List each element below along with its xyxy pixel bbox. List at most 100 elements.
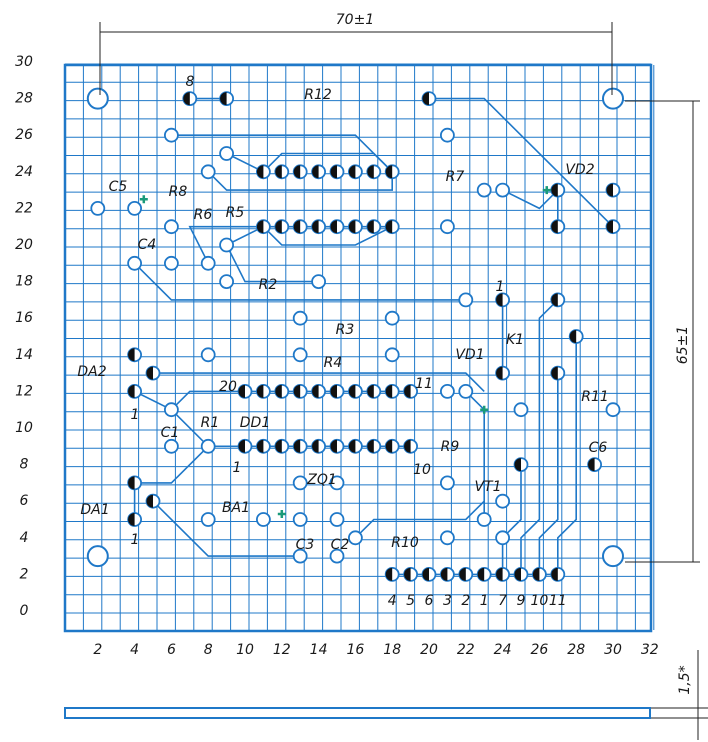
y-axis-label: 0 xyxy=(20,603,29,619)
component-label: 8 xyxy=(186,74,195,90)
pin-label: 10 xyxy=(530,593,548,609)
pin-label: 1 xyxy=(480,593,489,609)
hole xyxy=(441,531,454,544)
component-label: 1 xyxy=(131,407,140,423)
x-axis-label: 4 xyxy=(130,642,139,658)
component-label: VD2 xyxy=(565,162,594,178)
y-axis-label: 24 xyxy=(15,164,33,180)
hole xyxy=(459,385,472,398)
component-label: K1 xyxy=(506,332,524,348)
hole xyxy=(294,513,307,526)
component-label: R6 xyxy=(194,207,213,223)
hole xyxy=(312,275,325,288)
y-axis-label: 4 xyxy=(20,530,29,546)
component-label: R3 xyxy=(336,322,355,338)
component-label: R8 xyxy=(169,184,188,200)
component-label: R12 xyxy=(304,87,332,103)
x-axis-label: 26 xyxy=(530,642,548,658)
component-label: R10 xyxy=(391,535,419,551)
hole xyxy=(294,348,307,361)
component-label: C6 xyxy=(589,440,608,456)
x-axis-label: 28 xyxy=(567,642,585,658)
hole xyxy=(202,257,215,270)
trace xyxy=(355,501,484,538)
hole xyxy=(220,275,233,288)
x-axis-label: 6 xyxy=(167,642,176,658)
component-label: R1 xyxy=(201,415,220,431)
y-axis-label: 28 xyxy=(15,91,33,107)
hole xyxy=(496,531,509,544)
hole xyxy=(459,293,472,306)
component-label: R5 xyxy=(226,205,245,221)
hole xyxy=(386,348,399,361)
hole xyxy=(331,513,344,526)
y-axis-label: 20 xyxy=(15,237,33,253)
hole xyxy=(478,184,491,197)
mounting-hole xyxy=(603,89,623,109)
component-label: C1 xyxy=(161,425,180,441)
x-axis-label: 8 xyxy=(204,642,213,658)
hole xyxy=(220,239,233,252)
y-axis-label: 10 xyxy=(15,420,33,436)
component-label: 1 xyxy=(131,532,140,548)
component-label: R2 xyxy=(259,277,278,293)
x-axis-label: 14 xyxy=(310,642,328,658)
component-label: 20 xyxy=(219,379,237,395)
pin-label: 3 xyxy=(443,593,452,609)
holes xyxy=(88,89,623,581)
pcb-drawing: 70±1 65±1 1,5* 0246810121416182022242628… xyxy=(0,0,708,742)
hole xyxy=(294,312,307,325)
x-axis-label: 20 xyxy=(420,642,438,658)
hole xyxy=(607,403,620,416)
hole xyxy=(165,403,178,416)
component-label: 1 xyxy=(233,460,242,476)
hole xyxy=(165,220,178,233)
y-axis-label: 12 xyxy=(15,383,33,399)
component-label: DD1 xyxy=(240,415,270,431)
hole xyxy=(386,312,399,325)
hole xyxy=(220,147,233,160)
component-label: 1 xyxy=(496,279,505,295)
hole xyxy=(515,403,528,416)
hole xyxy=(165,129,178,142)
hole xyxy=(257,513,270,526)
hole xyxy=(202,513,215,526)
pin-label: 6 xyxy=(425,593,434,609)
x-axis-label: 32 xyxy=(641,642,659,658)
y-axis-label: 6 xyxy=(20,493,29,509)
hole xyxy=(496,495,509,508)
y-axis-label: 30 xyxy=(15,54,33,70)
x-axis-label: 30 xyxy=(604,642,622,658)
pin-label: 5 xyxy=(406,593,415,609)
hole xyxy=(478,513,491,526)
hole xyxy=(165,257,178,270)
hole xyxy=(91,202,104,215)
pin-label: 7 xyxy=(498,593,507,609)
mounting-hole xyxy=(88,546,108,566)
component-label: C2 xyxy=(331,537,350,553)
hole xyxy=(202,348,215,361)
trace xyxy=(503,190,558,208)
hole xyxy=(441,385,454,398)
board-outline xyxy=(65,65,651,631)
component-label: R9 xyxy=(441,439,460,455)
component-label: R7 xyxy=(446,169,465,185)
pin-label: 9 xyxy=(517,593,526,609)
hole xyxy=(349,531,362,544)
x-axis-label: 22 xyxy=(457,642,475,658)
y-axis-label: 8 xyxy=(20,457,29,473)
marker-cross xyxy=(140,195,148,203)
component-label: DA1 xyxy=(80,502,109,518)
dim-height: 65±1 xyxy=(675,326,691,364)
component-label: C5 xyxy=(109,179,128,195)
component-label: ZQ1 xyxy=(306,472,337,488)
mounting-hole xyxy=(603,546,623,566)
marker-cross xyxy=(278,510,286,518)
hole xyxy=(202,165,215,178)
y-axis-label: 16 xyxy=(15,310,33,326)
pin-label: 2 xyxy=(461,593,470,609)
component-label: DA2 xyxy=(77,364,106,380)
y-axis-label: 14 xyxy=(15,347,33,363)
x-axis-label: 10 xyxy=(236,642,254,658)
x-axis-label: 2 xyxy=(93,642,102,658)
